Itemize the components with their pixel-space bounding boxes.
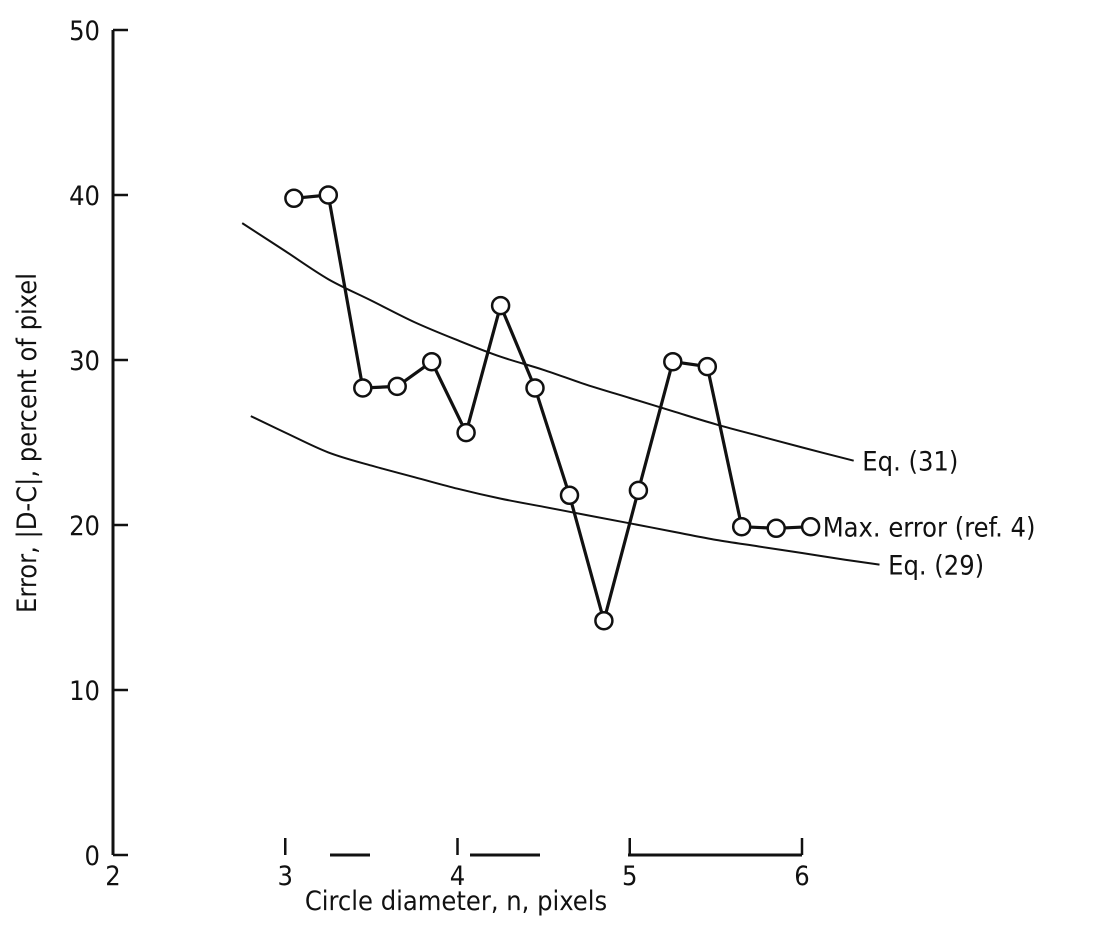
- x-tick-label: 3: [278, 861, 293, 892]
- data-point: [766, 518, 786, 539]
- curve-eq-29-: [250, 415, 880, 566]
- annotation-label: Eq. (31): [862, 447, 958, 478]
- x-tick-label: 2: [105, 861, 120, 892]
- data-point: [525, 378, 545, 398]
- data-series: [284, 185, 821, 631]
- y-axis-label: Error, |D-C|, percent of pixel: [12, 273, 43, 613]
- x-tick-label: 5: [622, 861, 637, 892]
- data-point: [731, 516, 752, 537]
- curve-eq-31-: [241, 222, 854, 462]
- y-tick-label: 0: [85, 841, 100, 872]
- y-ticks: 0 10 20 30 40 50: [69, 16, 128, 872]
- annotation-label: Max. error (ref. 4): [823, 513, 1036, 544]
- series-line-max-error: [293, 193, 811, 627]
- y-tick-label: 40: [69, 181, 100, 212]
- data-point: [628, 480, 649, 501]
- data-point: [594, 610, 614, 631]
- data-point: [353, 378, 373, 398]
- curves: [241, 222, 880, 566]
- data-point: [663, 351, 683, 372]
- annotation-label: Eq. (29): [888, 551, 984, 582]
- data-point: [318, 185, 339, 205]
- x-tick-label: 4: [450, 861, 465, 892]
- data-point: [697, 356, 718, 377]
- data-point: [490, 295, 511, 316]
- y-tick-label: 20: [69, 511, 100, 542]
- annotations: Eq. (31) Max. error (ref. 4) Eq. (29): [823, 447, 1036, 582]
- x-tick-label: 6: [794, 861, 809, 892]
- data-point: [456, 422, 476, 443]
- data-point: [421, 351, 442, 372]
- x-ticks: 2 3 4 5 6: [105, 838, 810, 892]
- data-point: [559, 485, 580, 506]
- x-axis-label: Circle diameter, n, pixels: [305, 886, 607, 917]
- y-tick-label: 10: [69, 676, 100, 707]
- y-tick-label: 50: [69, 16, 100, 47]
- data-point: [387, 376, 407, 397]
- data-point: [800, 516, 821, 537]
- y-tick-label: 30: [69, 346, 100, 377]
- data-point: [284, 188, 304, 209]
